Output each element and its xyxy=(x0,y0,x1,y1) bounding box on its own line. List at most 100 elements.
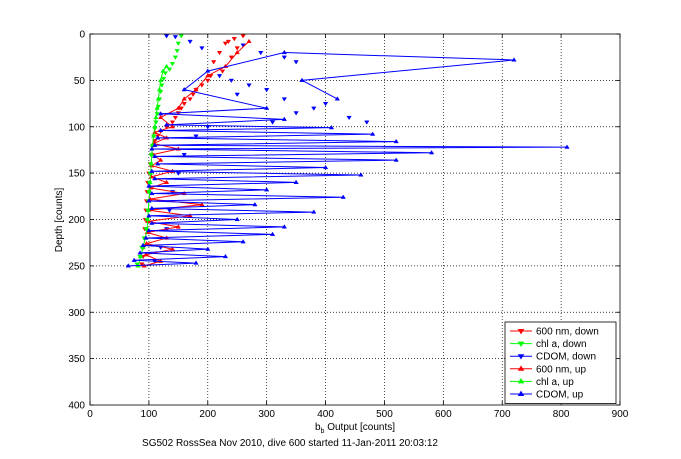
data-point xyxy=(293,111,299,116)
data-point xyxy=(181,101,187,107)
data-point xyxy=(163,122,170,127)
x-tick-label: 900 xyxy=(612,409,629,420)
data-point xyxy=(281,49,287,55)
data-point xyxy=(160,68,166,73)
legend-box xyxy=(504,321,617,404)
data-layer xyxy=(125,34,570,268)
legend-label: 600 nm, down xyxy=(536,327,599,338)
data-point xyxy=(564,144,570,149)
data-point xyxy=(169,120,176,125)
data-point xyxy=(149,151,155,157)
data-point xyxy=(228,78,234,84)
data-point xyxy=(137,253,144,259)
y-tick-label: 0 xyxy=(79,30,85,41)
data-point xyxy=(125,263,131,268)
data-point xyxy=(172,115,179,121)
data-point xyxy=(152,153,158,158)
data-point xyxy=(358,172,364,177)
legend-marker xyxy=(517,341,525,347)
legend-label: CDOM, up xyxy=(536,390,584,401)
data-point xyxy=(293,60,299,65)
data-point xyxy=(152,142,158,147)
data-point xyxy=(340,194,346,199)
data-point xyxy=(240,34,246,39)
data-point xyxy=(145,216,151,222)
x-axis-label-main: b xyxy=(315,422,321,433)
data-point xyxy=(264,105,270,110)
data-point xyxy=(143,235,149,240)
data-point xyxy=(252,201,258,207)
data-point xyxy=(370,131,376,136)
y-tick-label: 350 xyxy=(68,354,85,365)
x-axis-label: bb Output [counts] xyxy=(315,422,395,435)
x-tick-label: 600 xyxy=(435,409,452,420)
data-point xyxy=(205,246,211,251)
x-tick-label: 100 xyxy=(141,409,158,420)
data-point xyxy=(258,50,264,56)
x-tick-label: 200 xyxy=(199,409,216,420)
data-point xyxy=(169,124,176,129)
data-point xyxy=(222,41,229,46)
data-point xyxy=(364,120,370,125)
data-point xyxy=(153,114,159,120)
data-point xyxy=(311,209,317,214)
data-point xyxy=(299,77,305,82)
data-point xyxy=(181,96,187,101)
data-point xyxy=(269,231,276,236)
data-point xyxy=(152,124,158,129)
data-point xyxy=(219,69,226,74)
legend-marker xyxy=(517,365,525,371)
data-point xyxy=(393,157,399,162)
x-tick-label: 700 xyxy=(494,409,511,420)
data-point xyxy=(234,92,240,97)
data-point xyxy=(158,114,164,120)
data-point xyxy=(149,220,155,225)
data-point xyxy=(166,67,173,72)
legend-marker xyxy=(517,378,525,384)
data-point xyxy=(187,39,193,45)
data-point xyxy=(193,260,199,265)
data-point xyxy=(216,74,223,79)
series-line xyxy=(144,41,250,267)
series-2 xyxy=(152,34,370,264)
y-tick-label: 250 xyxy=(68,261,85,272)
data-point xyxy=(428,150,435,155)
data-point xyxy=(281,116,287,121)
y-tick-label: 200 xyxy=(68,215,85,226)
data-point xyxy=(158,111,164,116)
y-tick-label: 50 xyxy=(74,76,86,87)
data-point xyxy=(322,101,329,107)
data-point xyxy=(264,88,270,93)
data-point xyxy=(293,179,299,184)
data-point xyxy=(158,157,164,162)
data-point xyxy=(150,133,157,138)
legend-label: chl a, up xyxy=(536,377,574,388)
x-tick-label: 0 xyxy=(87,409,93,420)
data-point xyxy=(169,62,176,67)
data-point xyxy=(181,86,187,92)
data-point xyxy=(199,201,205,207)
data-point xyxy=(334,96,340,101)
axes xyxy=(89,33,621,406)
series-4 xyxy=(135,63,170,268)
data-point xyxy=(159,83,165,88)
legend-marker xyxy=(517,354,525,360)
data-point xyxy=(169,246,176,251)
data-point xyxy=(222,253,229,259)
data-point xyxy=(281,97,287,102)
data-point xyxy=(190,92,196,97)
data-point xyxy=(175,105,181,110)
legend-marker xyxy=(517,329,525,335)
y-tick-label: 150 xyxy=(68,169,85,180)
data-point xyxy=(163,34,170,39)
data-point xyxy=(139,262,145,267)
y-tick-label: 400 xyxy=(68,401,85,412)
data-point xyxy=(148,161,154,166)
x-tick-label: 400 xyxy=(317,409,334,420)
data-point xyxy=(172,55,179,60)
data-point xyxy=(511,57,517,62)
data-point xyxy=(149,146,155,151)
data-point xyxy=(158,77,164,82)
